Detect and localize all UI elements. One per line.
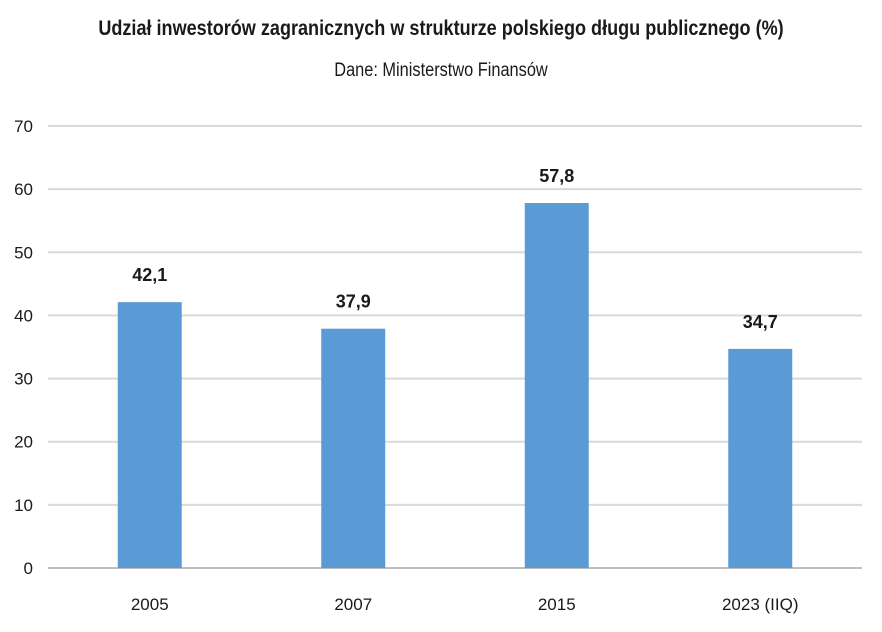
bar-2015: [524, 203, 589, 568]
bar-2007: [321, 328, 386, 568]
y-tick-label: 50: [14, 243, 33, 262]
x-tick-label: 2007: [334, 595, 372, 614]
y-tick-label: 20: [14, 433, 33, 452]
y-tick-label: 0: [24, 559, 33, 578]
x-tick-label: 2005: [131, 595, 169, 614]
data-label: 57,8: [539, 166, 574, 186]
bar-2023-iiq-: [728, 348, 793, 568]
data-label: 34,7: [743, 312, 778, 332]
chart-title: Udział inwestorów zagranicznych w strukt…: [98, 17, 784, 40]
y-tick-label: 40: [14, 306, 33, 325]
y-tick-label: 10: [14, 496, 33, 515]
x-tick-label: 2015: [538, 595, 576, 614]
x-tick-label: 2023 (IIQ): [722, 595, 799, 614]
y-tick-label: 30: [14, 370, 33, 389]
y-tick-label: 60: [14, 180, 33, 199]
data-label: 37,9: [336, 292, 371, 312]
chart-subtitle: Dane: Ministerstwo Finansów: [334, 60, 548, 81]
data-label: 42,1: [132, 265, 167, 285]
y-tick-label: 70: [14, 117, 33, 136]
bar-2005: [117, 302, 182, 568]
